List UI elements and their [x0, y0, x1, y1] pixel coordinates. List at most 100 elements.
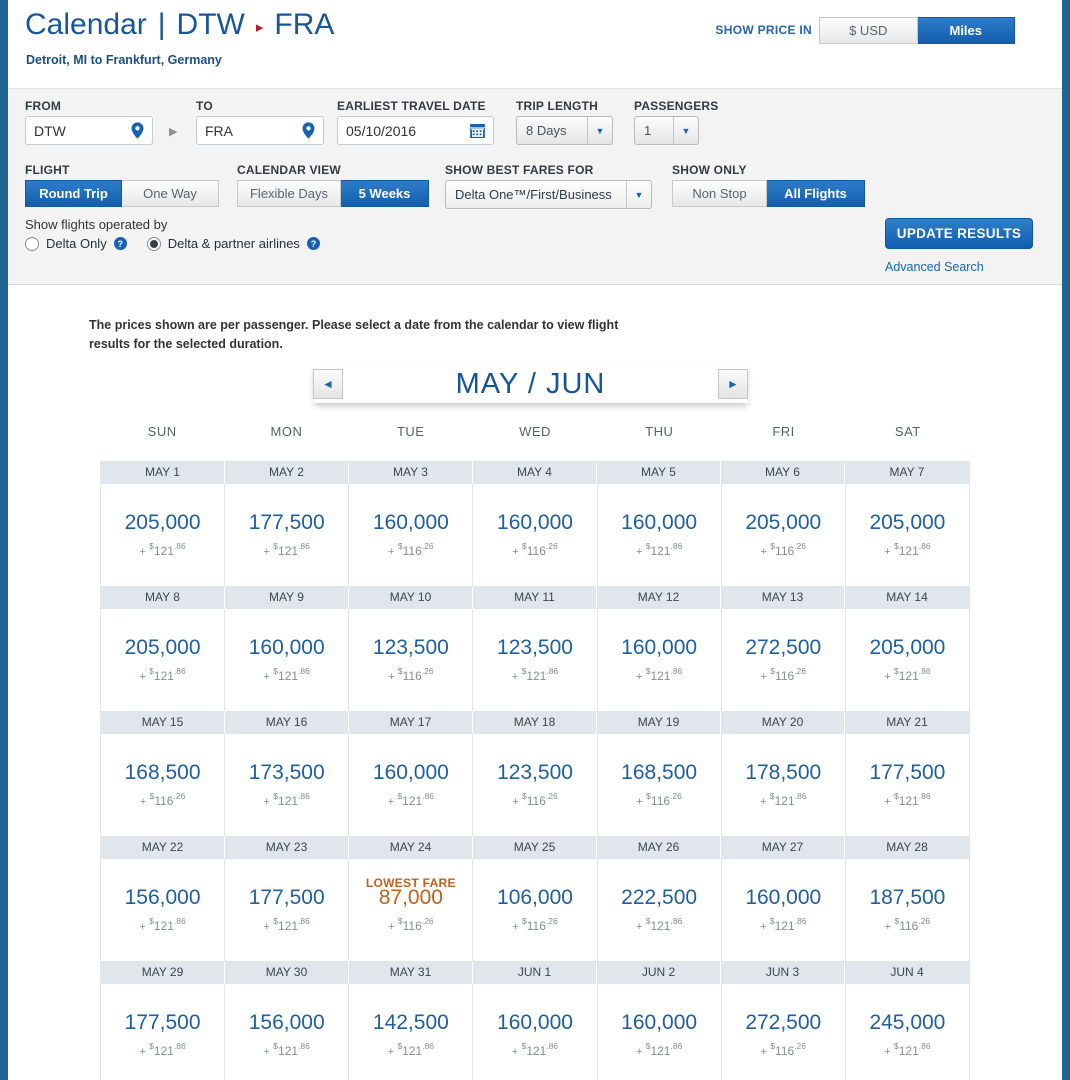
fare-class-select[interactable]: Delta One™/First/Business ▼ [445, 180, 652, 209]
fare-cell[interactable]: 205,000 + $121.86 [845, 608, 970, 711]
fare-cell[interactable]: 160,000 + $121.86 [597, 983, 722, 1080]
taxes-fees: + $121.86 [635, 1041, 683, 1059]
date-label: MAY 8 [101, 585, 225, 609]
date-label: MAY 5 [597, 460, 721, 484]
passengers-select[interactable]: 1 ▼ [634, 116, 699, 145]
trip-length-select[interactable]: 8 Days ▼ [516, 116, 613, 145]
month-nav-bar: ◄ MAY / JUN ► [313, 364, 748, 403]
passengers-label: PASSENGERS [634, 99, 719, 113]
fare-cell[interactable]: 222,500 + $121.86 [597, 858, 722, 961]
date-label: MAY 22 [101, 835, 225, 859]
route-arrow-icon: ▸ [255, 18, 264, 36]
fare-cell[interactable]: 177,500 + $121.86 [225, 483, 350, 586]
date-label: JUN 2 [597, 960, 721, 984]
fare-cell[interactable]: 177,500 + $121.86 [845, 733, 970, 836]
page-title: Calendar | DTW ▸ FRA [25, 8, 334, 42]
miles-toggle-button[interactable]: Miles [917, 17, 1015, 44]
calendar-view-label: CALENDAR VIEW [237, 163, 341, 177]
fare-cell[interactable]: 160,000 + $121.86 [721, 858, 846, 961]
help-icon[interactable]: ? [113, 237, 127, 250]
fare-cell[interactable]: 245,000 + $121.86 [845, 983, 970, 1080]
taxes-fees: + $121.86 [139, 666, 186, 684]
date-label: MAY 25 [473, 835, 597, 859]
fare-cell[interactable]: 160,000 + $121.86 [473, 983, 598, 1080]
travel-date-input[interactable]: 05/10/2016 [337, 116, 494, 145]
fare-cell[interactable]: 205,000 + $121.86 [101, 608, 226, 711]
fare-cell[interactable]: LOWEST FARE 87,000 + $116.26 [349, 858, 474, 961]
date-label: MAY 29 [101, 960, 225, 984]
chevron-down-icon: ▼ [587, 117, 612, 144]
help-icon[interactable]: ? [306, 237, 320, 250]
to-input[interactable]: FRA [196, 116, 324, 145]
update-results-button[interactable]: UPDATE RESULTS [885, 218, 1033, 249]
fare-cell[interactable]: 168,500 + $116.26 [597, 733, 722, 836]
results-area: The prices shown are per passenger. Plea… [8, 285, 1062, 1080]
fare-cell[interactable]: 177,500 + $121.86 [101, 983, 226, 1080]
fare-cell[interactable]: 160,000 + $116.26 [473, 483, 598, 586]
fare-cell[interactable]: 156,000 + $121.86 [101, 858, 226, 961]
from-input[interactable]: DTW [25, 116, 153, 145]
fare-cell[interactable]: 156,000 + $121.86 [225, 983, 350, 1080]
fare-cell[interactable]: 160,000 + $121.86 [597, 483, 722, 586]
to-value: FRA [205, 122, 233, 139]
delta-only-radio[interactable] [25, 236, 39, 251]
miles-price: 272,500 [745, 1011, 822, 1035]
delta-partner-radio[interactable] [146, 236, 161, 251]
date-label: MAY 21 [845, 710, 969, 734]
miles-price: 177,500 [248, 511, 325, 535]
delta-partner-label: Delta & partner airlines [167, 236, 300, 251]
fare-cell[interactable]: 173,500 + $121.86 [225, 733, 350, 836]
title-separator: | [157, 8, 166, 41]
dow-mon: MON [270, 424, 303, 440]
fare-cell[interactable]: 160,000 + $121.86 [597, 608, 722, 711]
fare-cell[interactable]: 205,000 + $121.86 [101, 483, 226, 586]
fare-cell[interactable]: 123,500 + $116.26 [349, 608, 474, 711]
taxes-fees: + $121.86 [635, 916, 683, 934]
week-date-strip: MAY 15 MAY 16 MAY 17 MAY 18 MAY 19 MAY 20 MAY … [100, 710, 970, 734]
from-to-arrow-icon: ▶ [169, 126, 178, 138]
prev-month-button[interactable]: ◄ [313, 368, 343, 399]
flexible-days-button[interactable]: Flexible Days [237, 180, 341, 207]
five-weeks-button[interactable]: 5 Weeks [341, 180, 429, 207]
fare-cell[interactable]: 142,500 + $121.86 [349, 983, 474, 1080]
miles-price: 160,000 [621, 1011, 698, 1035]
miles-price: 160,000 [372, 511, 449, 535]
taxes-fees: + $121.86 [139, 1041, 186, 1059]
fare-cell[interactable]: 160,000 + $121.86 [225, 608, 350, 711]
miles-price: 177,500 [248, 886, 325, 910]
miles-price: 168,500 [124, 761, 201, 785]
next-month-button[interactable]: ► [718, 368, 748, 399]
round-trip-button[interactable]: Round Trip [25, 180, 122, 207]
fare-cell[interactable]: 123,500 + $116.26 [473, 733, 598, 836]
miles-price: 87,000 [378, 886, 443, 910]
month-title: MAY / JUN [455, 367, 606, 400]
one-way-button[interactable]: One Way [122, 180, 219, 207]
fare-cell[interactable]: 187,500 + $116.26 [845, 858, 970, 961]
non-stop-button[interactable]: Non Stop [672, 180, 767, 207]
usd-toggle-button[interactable]: $ USD [819, 17, 918, 44]
fare-cell[interactable]: 160,000 + $116.26 [349, 483, 474, 586]
fare-cell[interactable]: 272,500 + $116.26 [721, 608, 846, 711]
fare-cell[interactable]: 272,500 + $116.26 [721, 983, 846, 1080]
delta-only-label: Delta Only [46, 236, 107, 251]
fare-cell[interactable]: 177,500 + $121.86 [225, 858, 350, 961]
location-pin-icon [131, 122, 144, 139]
advanced-search-link[interactable]: Advanced Search [885, 260, 984, 274]
date-label: MAY 11 [473, 585, 597, 609]
miles-price: 187,500 [869, 886, 946, 910]
miles-price: 245,000 [869, 1011, 946, 1035]
date-label: JUN 4 [845, 960, 969, 984]
miles-price: 160,000 [621, 636, 698, 660]
fare-cell[interactable]: 205,000 + $116.26 [721, 483, 846, 586]
all-flights-button[interactable]: All Flights [767, 180, 865, 207]
fare-cell[interactable]: 205,000 + $121.86 [845, 483, 970, 586]
date-label: MAY 16 [225, 710, 349, 734]
fare-cell[interactable]: 123,500 + $121.86 [473, 608, 598, 711]
fare-cell[interactable]: 168,500 + $116.26 [101, 733, 226, 836]
fare-cell[interactable]: 160,000 + $121.86 [349, 733, 474, 836]
fare-cell[interactable]: 106,000 + $116.26 [473, 858, 598, 961]
fare-cell[interactable]: 178,500 + $121.86 [721, 733, 846, 836]
page: Calendar | DTW ▸ FRA Detroit, MI to Fran… [8, 0, 1062, 1080]
date-label: MAY 30 [225, 960, 349, 984]
search-panel: FROM DTW ▶ TO FRA EARLIEST TRAVEL DATE 0… [8, 88, 1062, 285]
